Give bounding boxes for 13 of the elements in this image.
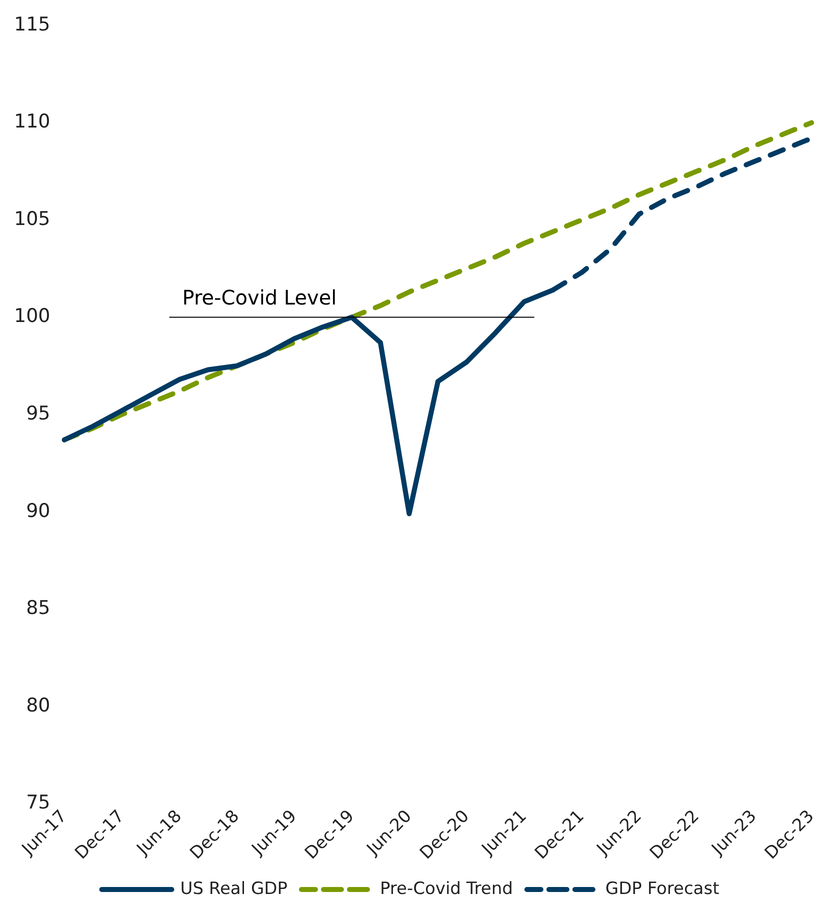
legend-label: US Real GDP — [180, 878, 288, 899]
legend-label: Pre-Covid Trend — [380, 878, 513, 899]
y-tick-label: 100 — [14, 305, 50, 328]
y-tick-label: 105 — [14, 208, 50, 230]
y-tick-label: 80 — [26, 694, 50, 716]
ref-line-label: Pre-Covid Level — [182, 285, 337, 310]
y-tick-label: 75 — [26, 792, 50, 814]
legend-label: GDP Forecast — [605, 878, 720, 899]
y-tick-label: 85 — [26, 597, 50, 620]
y-tick-label: 95 — [26, 402, 50, 424]
y-tick-label: 110 — [14, 110, 50, 133]
y-tick-label: 115 — [14, 13, 50, 36]
y-tick-label: 90 — [26, 500, 50, 522]
